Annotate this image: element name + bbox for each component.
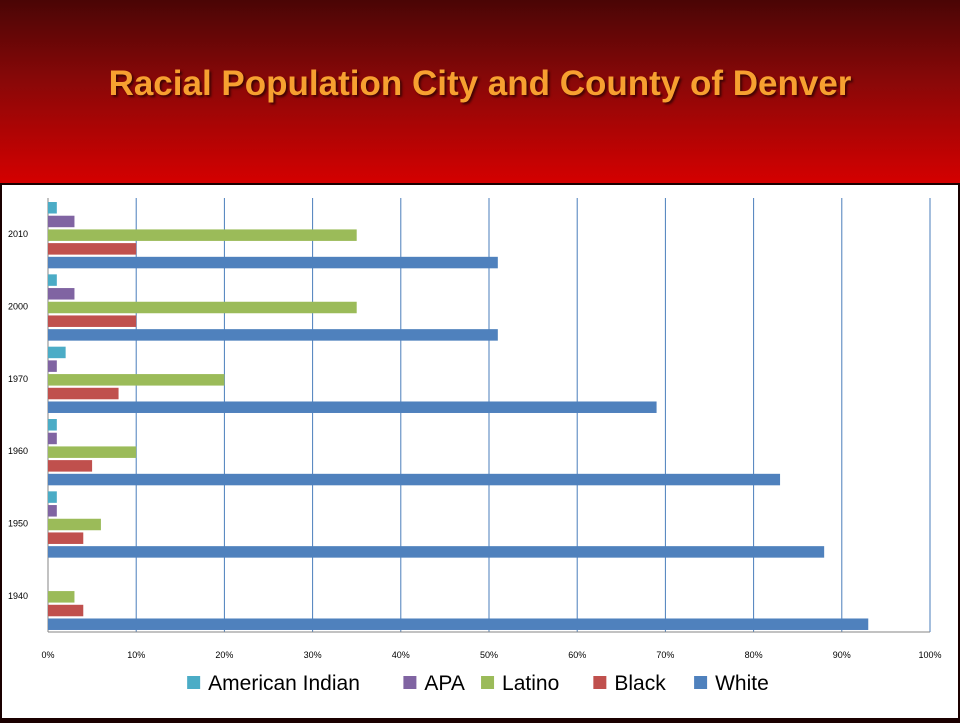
bar-latino	[48, 301, 357, 314]
bar-latino	[48, 446, 137, 458]
bar-chart: 0% 10% 20% 30% 40% 50% 60% 70% 80% 90% 100% 1940 195…	[8, 198, 942, 695]
bar-latino	[48, 591, 75, 603]
bar-apa	[48, 432, 57, 445]
bar-apa	[48, 505, 57, 517]
bar-latino	[48, 374, 225, 386]
x-tick-label: 100%	[918, 650, 941, 660]
bar-white	[48, 401, 657, 413]
bar-white	[48, 546, 825, 558]
y-tick-label: 1960	[8, 446, 28, 456]
x-tick-label: 50%	[480, 650, 498, 660]
bar-apa	[48, 215, 75, 228]
y-tick-label: 2010	[8, 229, 28, 239]
x-tick-label: 20%	[215, 650, 233, 660]
bar-latino	[48, 518, 101, 531]
legend-swatch	[694, 676, 708, 689]
legend-label: Black	[614, 672, 666, 695]
bar-black	[48, 604, 84, 617]
bar-american-indian	[48, 491, 57, 503]
legend-label: APA	[424, 672, 464, 695]
legend-swatch	[403, 676, 417, 689]
bar-latino	[48, 229, 357, 241]
bar-black	[48, 460, 93, 472]
chart-panel: 0% 10% 20% 30% 40% 50% 60% 70% 80% 90% 100% 1940 195…	[2, 185, 958, 718]
legend-swatch	[593, 676, 607, 689]
bar-american-indian	[48, 419, 57, 431]
bar-black	[48, 387, 119, 400]
bar-white	[48, 329, 498, 341]
bar-black	[48, 243, 137, 255]
bar-white	[48, 473, 781, 486]
bar-black	[48, 532, 84, 544]
title-banner: Racial Population City and County of Den…	[0, 0, 960, 183]
bar-american-indian	[48, 202, 57, 214]
x-tick-label: 30%	[304, 650, 322, 660]
x-tick-label: 0%	[41, 650, 54, 660]
y-tick-label: 1970	[8, 374, 28, 384]
x-tick-label: 40%	[392, 650, 410, 660]
bar-american-indian	[48, 274, 57, 286]
bar-apa	[48, 288, 75, 300]
y-tick-label: 1950	[8, 519, 28, 529]
x-tick-label: 80%	[745, 650, 763, 660]
bar-white	[48, 256, 498, 269]
legend-label: White	[715, 672, 769, 695]
legend-swatch	[187, 676, 201, 689]
x-tick-label: 60%	[568, 650, 586, 660]
bar-black	[48, 315, 137, 327]
legend-label: American Indian	[208, 672, 360, 695]
bar-apa	[48, 360, 57, 372]
x-tick-label: 70%	[656, 650, 674, 660]
slide-title: Racial Population City and County of Den…	[108, 64, 852, 103]
x-tick-label: 90%	[833, 650, 851, 660]
y-tick-label: 2000	[8, 302, 28, 312]
bar-white	[48, 618, 869, 630]
legend-label: Latino	[502, 672, 559, 695]
x-tick-label: 10%	[127, 650, 145, 660]
bar-american-indian	[48, 346, 66, 359]
legend-swatch	[481, 676, 495, 689]
y-tick-label: 1940	[8, 591, 28, 601]
